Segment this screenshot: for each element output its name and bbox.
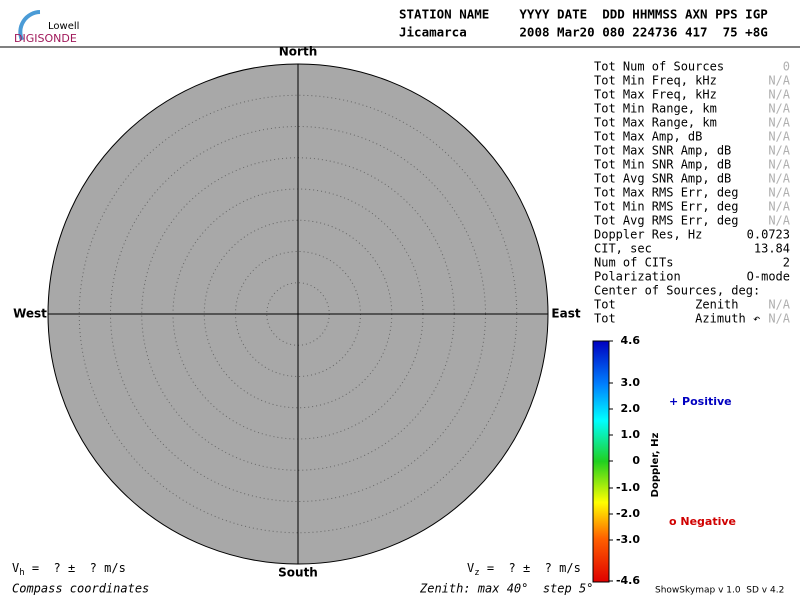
colorbar-tick-label: -4.6 [616,574,640,587]
vz-text: = ? ± ? m/s [480,561,581,575]
stat-value: 0 [783,60,790,74]
vz-subscript: z [474,568,479,578]
logo-top: Lowell [48,21,79,32]
vh-readout: Vh = ? ± ? m/s [12,561,126,578]
stat-label: Tot Azimuth ↶ [594,312,760,326]
stat-label: Tot Max RMS Err, deg [594,186,739,200]
colorbar-tick-label: 4.6 [621,334,641,347]
stat-value: N/A [768,158,790,172]
stat-label: Tot Zenith [594,298,739,312]
vz-readout: Vz = ? ± ? m/s [467,561,581,578]
stat-label: Tot Max Range, km [594,116,717,130]
stat-label: Tot Min Freq, kHz [594,74,717,88]
colorbar-tick-label: -2.0 [616,507,640,520]
stat-value: N/A [768,298,790,312]
stats-table: Tot Num of Sources 0 Tot Min Freq, kHz N/A T… [594,60,791,326]
version-note: ShowSkymap v 1.0 SD v 4.2 [655,586,784,596]
colorbar-title: Doppler, Hz [650,433,661,498]
stat-label: Tot Avg RMS Err, deg [594,214,739,228]
stat-value: N/A [768,88,790,102]
colorbar-tick-label: 1.0 [621,428,641,441]
stat-value: N/A [768,130,790,144]
stat-value: N/A [768,74,790,88]
colorbar-tick-label: 3.0 [621,376,641,389]
colorbar-ticks: 4.6 3.0 2.0 1.0 0 -1.0 -2.0 -3.0 -4.6 [609,334,640,587]
stat-value: N/A [768,214,790,228]
logo-swoosh [18,10,41,41]
stat-value: N/A [768,186,790,200]
stat-value: 0.0723 [747,228,790,242]
colorbar-tick-label: 2.0 [621,402,641,415]
stat-value: N/A [768,172,790,186]
header-values: Jicamarca 2008 Mar20 080 224736 417 75 +… [399,25,768,40]
colorbar [592,340,610,583]
stat-label: Polarization [594,270,681,284]
south-label: South [278,566,318,580]
coordinates-note: Compass coordinates [12,582,149,596]
stat-value: N/A [768,116,790,130]
west-label: West [13,307,47,321]
vh-symbol: V [12,561,19,575]
header-columns: STATION NAME YYYY DATE DDD HHMMSS AXN PP… [399,7,768,22]
stat-value: 2 [783,256,790,270]
stat-value: O-mode [747,270,790,284]
stat-label: Tot Avg SNR Amp, dB [594,172,731,186]
stat-label: Center of Sources, deg: [594,284,760,298]
stat-label: Tot Max Amp, dB [594,130,702,144]
colorbar-tick-label: -3.0 [616,533,640,546]
stat-label: Doppler Res, Hz [594,228,702,242]
stat-label: Tot Max SNR Amp, dB [594,144,731,158]
stat-label: Tot Min Range, km [594,102,717,116]
stat-label: CIT, sec [594,242,652,256]
stat-value: 13.84 [754,242,790,256]
vz-symbol: V [467,561,474,575]
stat-value: N/A [768,144,790,158]
colorbar-tick-label: 0 [632,454,640,467]
logo-bottom: DIGISONDE [14,32,77,45]
legend-negative: o Negative [669,515,736,528]
vh-subscript: h [19,568,24,578]
zenith-note: Zenith: max 40° step 5° [419,582,593,596]
colorbar-tick-label: -1.0 [616,481,640,494]
stat-label: Tot Min SNR Amp, dB [594,158,731,172]
stat-label: Num of CITs [594,256,673,270]
stat-label: Tot Num of Sources [594,60,724,74]
vh-text: = ? ± ? m/s [25,561,126,575]
legend-positive: + Positive [669,395,732,408]
north-label: North [279,45,317,59]
stat-label: Tot Max Freq, kHz [594,88,717,102]
stat-value: N/A [768,102,790,116]
east-label: East [551,307,580,321]
stat-value: N/A [768,312,790,326]
stat-value: N/A [768,200,790,214]
stat-label: Tot Min RMS Err, deg [594,200,739,214]
